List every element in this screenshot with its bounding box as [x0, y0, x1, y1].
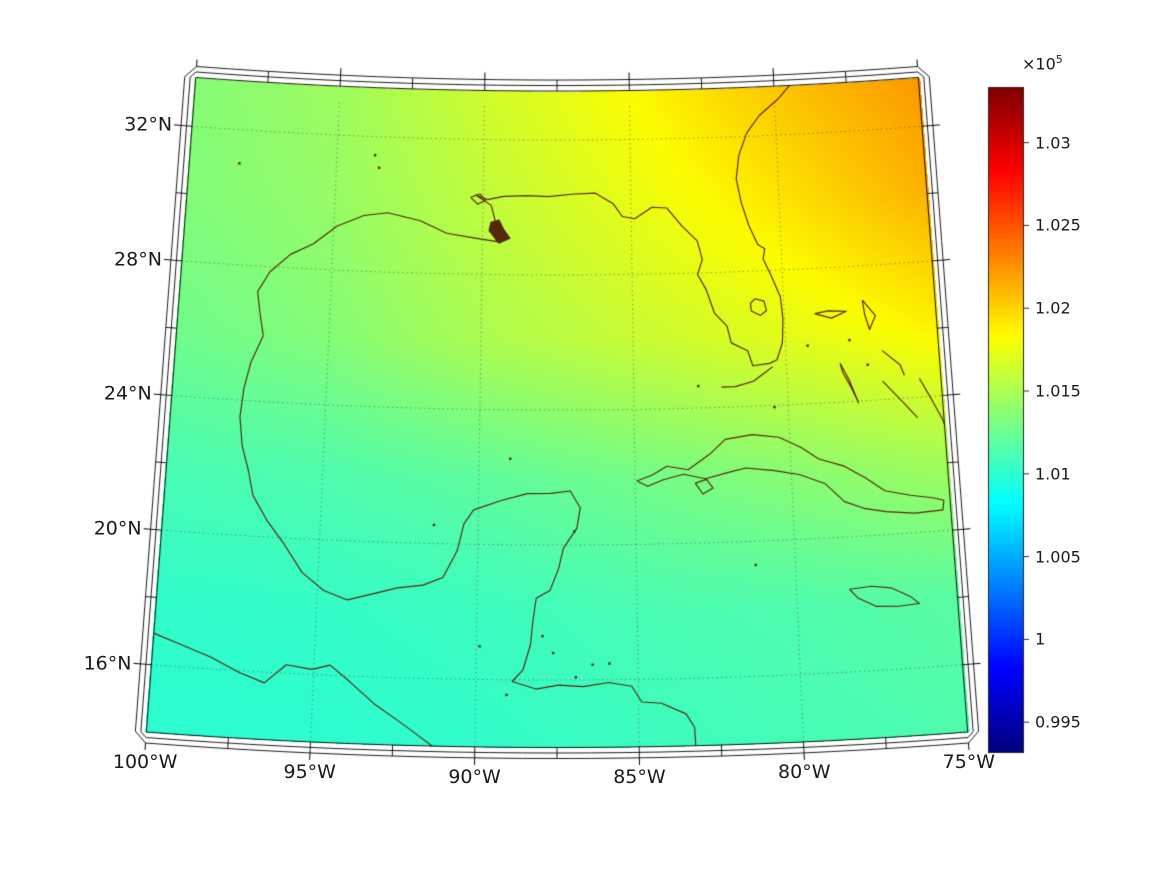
- y-tick-label: 28°N: [114, 248, 162, 271]
- x-tick-label: 100°W: [112, 750, 178, 773]
- x-tick-label: 95°W: [283, 760, 336, 783]
- x-tick-label: 80°W: [778, 760, 831, 783]
- x-tick-label: 75°W: [942, 750, 996, 773]
- colorbar-tick-label: 1.025: [1035, 215, 1081, 235]
- y-tick-label: 24°N: [103, 382, 152, 405]
- colorbar-exponent-label: ×105: [1022, 53, 1063, 73]
- y-tick-label: 20°N: [93, 517, 142, 540]
- colorbar-exponent-base: ×10: [1022, 54, 1056, 74]
- colorbar-tick-label: 1: [1035, 629, 1046, 649]
- y-tick-label: 32°N: [124, 113, 173, 136]
- colorbar-tick-label: 1.02: [1035, 298, 1071, 318]
- colorbar-tick-label: 1.03: [1035, 133, 1071, 153]
- colorbar-exponent-power: 5: [1055, 53, 1063, 66]
- x-tick-label: 85°W: [613, 765, 666, 788]
- y-tick-label: 16°N: [83, 652, 132, 675]
- x-tick-label: 90°W: [448, 765, 501, 788]
- colorbar-tick-label: 1.005: [1035, 547, 1081, 567]
- colorbar-tick-label: 1.015: [1035, 381, 1081, 401]
- colorbar-tick-label: 1.01: [1035, 464, 1071, 484]
- colorbar-tick-label: 0.995: [1035, 712, 1081, 732]
